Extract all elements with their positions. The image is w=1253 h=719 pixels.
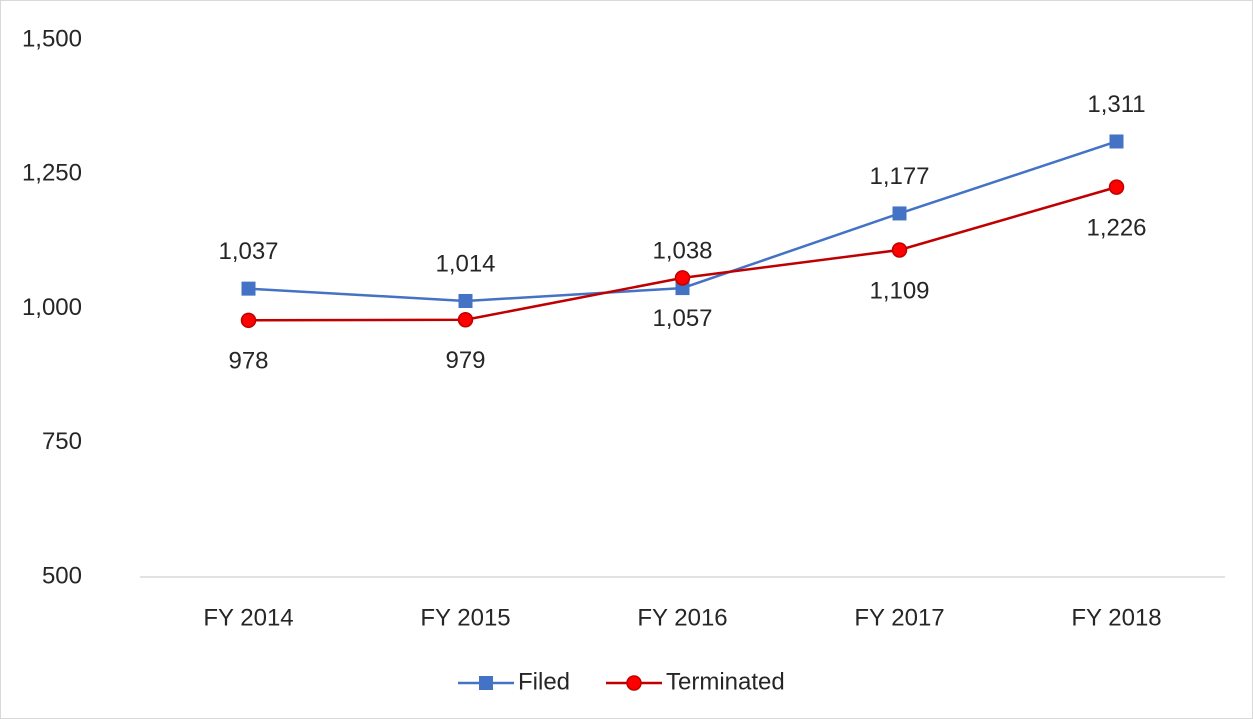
data-label: 979: [445, 347, 485, 374]
data-label: 1,226: [1086, 214, 1146, 241]
data-label: 1,037: [218, 238, 278, 265]
x-tick-label: FY 2014: [203, 604, 293, 631]
marker: [626, 675, 642, 691]
y-tick-label: 1,000: [22, 294, 82, 321]
marker: [457, 312, 474, 328]
y-tick-label: 750: [42, 428, 82, 455]
y-tick-label: 1,250: [22, 160, 82, 187]
legend-label: Filed: [518, 668, 570, 695]
x-tick-label: FY 2015: [420, 604, 510, 631]
marker: [479, 676, 493, 690]
marker: [458, 293, 473, 308]
marker: [1108, 179, 1125, 195]
legend-label: Terminated: [666, 668, 785, 695]
marker: [674, 270, 691, 286]
data-label: 1,057: [652, 305, 712, 332]
x-tick-label: FY 2017: [854, 604, 944, 631]
data-label: 1,038: [652, 237, 712, 264]
marker: [1109, 134, 1124, 149]
data-label: 1,177: [869, 163, 929, 190]
data-label: 978: [228, 348, 268, 375]
marker: [240, 312, 257, 329]
marker: [241, 281, 256, 296]
y-tick-label: 1,500: [22, 25, 82, 52]
data-label: 1,109: [869, 277, 929, 304]
x-tick-label: FY 2018: [1071, 604, 1161, 631]
data-label: 1,014: [435, 250, 495, 277]
marker: [891, 242, 908, 258]
data-label: 1,311: [1087, 91, 1145, 118]
y-tick-label: 500: [42, 562, 82, 589]
x-tick-label: FY 2016: [637, 604, 727, 631]
marker: [892, 206, 907, 221]
